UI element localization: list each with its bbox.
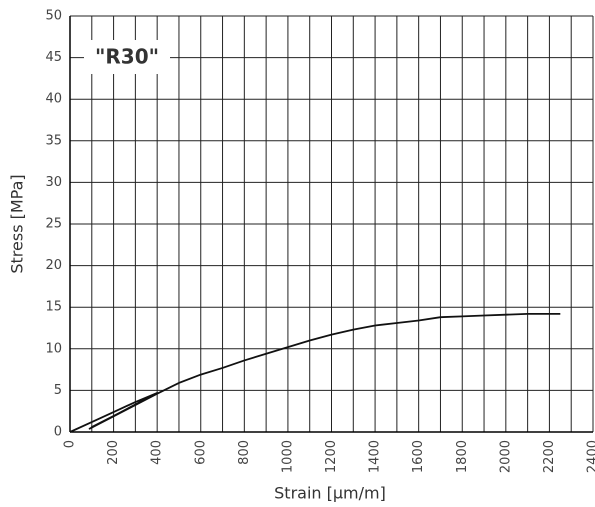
x-tick-label: 1400	[368, 440, 383, 473]
y-tick-label: 50	[45, 9, 62, 24]
x-tick-label: 2000	[498, 440, 513, 473]
y-tick-label: 45	[45, 50, 62, 65]
x-tick-label: 0	[63, 440, 78, 448]
y-tick-label: 20	[45, 258, 62, 273]
line	[69, 312, 561, 433]
x-tick-label: 600	[193, 440, 208, 465]
y-tick-label: 40	[45, 92, 62, 107]
x-tick-label: 1000	[280, 440, 295, 473]
y-tick-label: 10	[45, 341, 62, 356]
x-tick-label: 2200	[542, 440, 557, 473]
y-tick-label: 30	[45, 175, 62, 190]
y-tick-label: 5	[54, 383, 62, 398]
y-tick-label: 35	[45, 133, 62, 148]
x-axis-title: Strain [µm/m]	[274, 484, 386, 503]
x-tick-label: 800	[237, 440, 252, 465]
y-axis-title: Stress [MPa]	[8, 174, 27, 273]
x-tick-label: 200	[106, 440, 121, 465]
x-tick-label: 1600	[411, 440, 426, 473]
y-tick-label: 15	[45, 300, 62, 315]
annotation-box	[84, 40, 170, 74]
x-tick-label: 2400	[586, 440, 595, 473]
y-tick-label: 25	[45, 217, 62, 232]
annotation: "R30"	[95, 45, 159, 69]
x-tick-label: 1200	[324, 440, 339, 473]
x-tick-label: 1800	[455, 440, 470, 473]
y-tick-label: 0	[54, 425, 62, 440]
x-tick-label: 400	[150, 440, 165, 465]
